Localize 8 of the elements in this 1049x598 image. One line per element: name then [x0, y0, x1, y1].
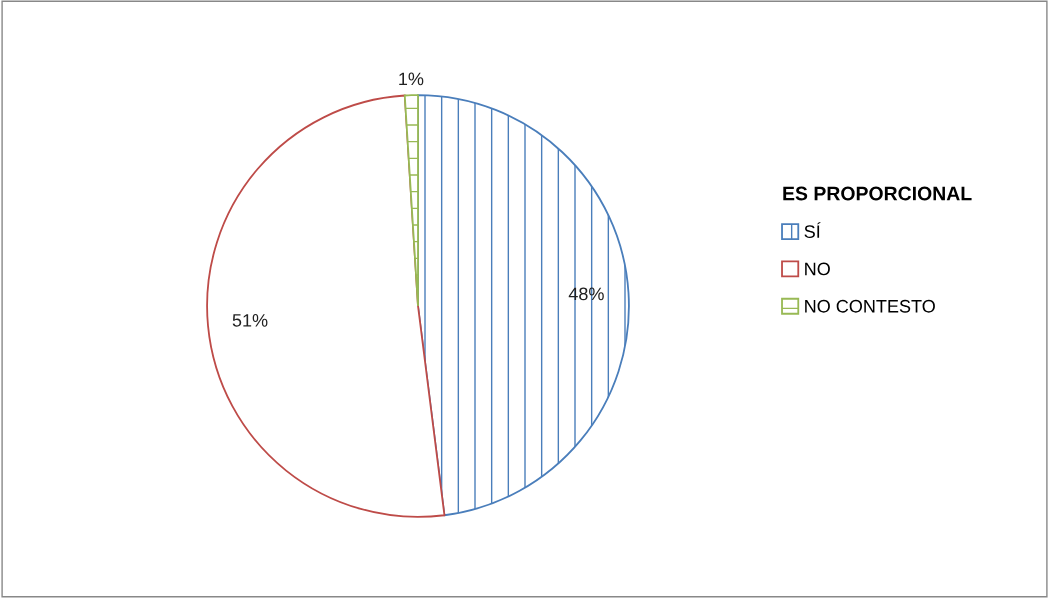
- pie-slice: [417, 94, 630, 517]
- legend-label: SÍ: [804, 222, 821, 238]
- legend-label: NO: [805, 262, 830, 276]
- data-label: 51%: [232, 314, 268, 327]
- data-label: 1%: [399, 72, 424, 86]
- legend-title: ES PROPORCIONAL: [783, 186, 972, 201]
- pie-slice: [403, 94, 419, 307]
- legend-label: NO CONTESTO: [805, 299, 935, 313]
